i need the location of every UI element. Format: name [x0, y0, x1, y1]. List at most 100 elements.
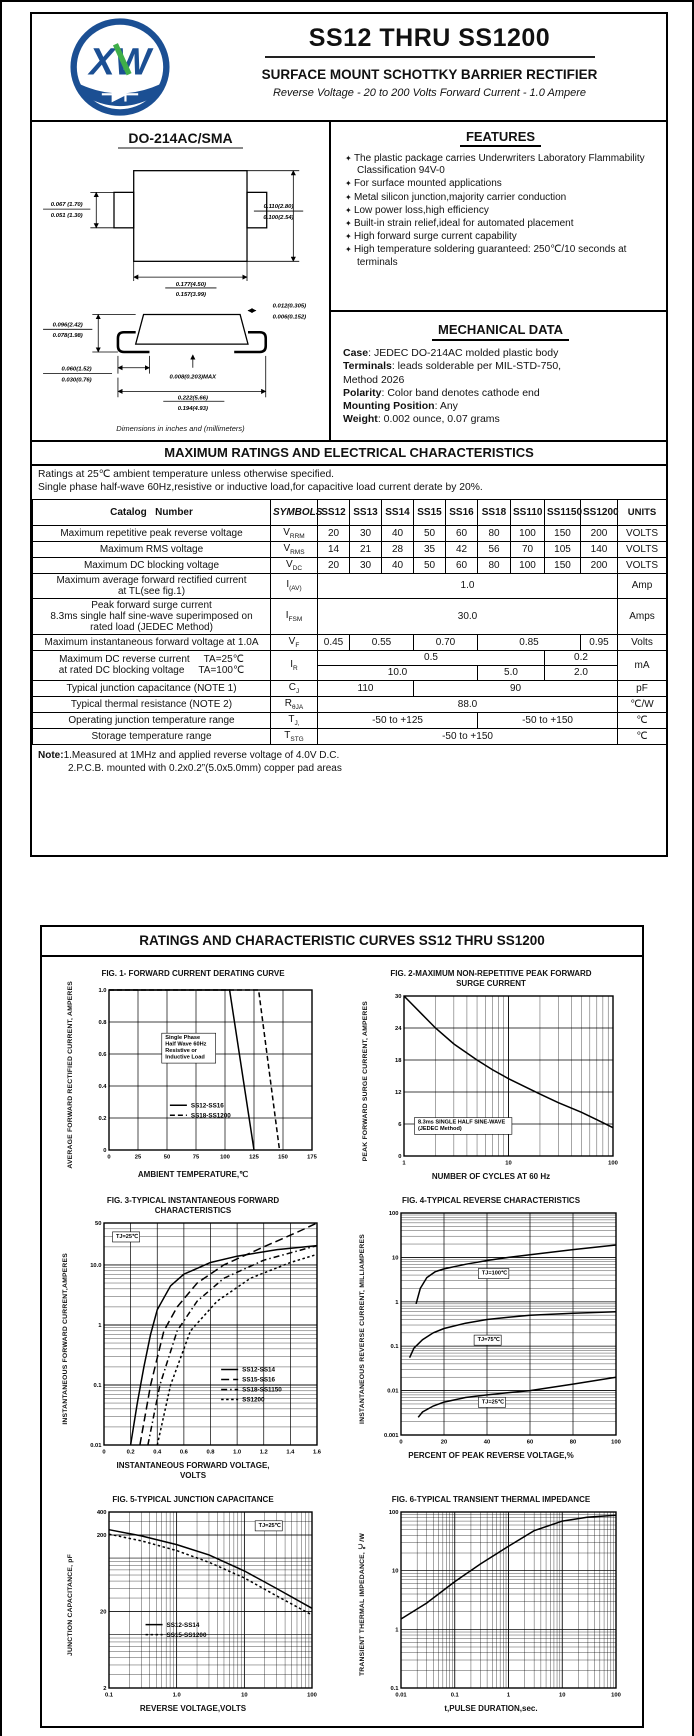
- y-tick-label: 200: [97, 1533, 107, 1539]
- feature-item: Metal silicon junction,majority carrier …: [345, 192, 658, 204]
- legend-label: SS12-SS14: [242, 1367, 275, 1374]
- company-logo: XW: [32, 14, 207, 120]
- annotation-text: Inductive Load: [165, 1055, 205, 1061]
- column-header-part: SS110: [510, 498, 545, 526]
- tagline: Reverse Voltage - 20 to 200 Volts Forwar…: [272, 87, 587, 99]
- fig1-plot: 0 25 50 75 100 125 150 175 0 0.2 0.4 0.6 0.8 1.0 Singl…: [98, 988, 317, 1161]
- ratings-table: Catalog Number SYMBOLS SS12 SS13 SS14 SS15 SS1…: [32, 498, 667, 745]
- value-cell: 20: [317, 556, 350, 574]
- row-units: mA: [617, 649, 667, 681]
- x-tick-label: 100: [608, 1161, 618, 1167]
- ratings-intro-line2: Single phase half-wave 60Hz,resistive or…: [38, 481, 483, 493]
- row-label: Maximum repetitive peak reverse voltage: [32, 524, 271, 542]
- x-tick-label: 125: [249, 1154, 259, 1160]
- annotation-text: Resistive or: [165, 1048, 198, 1054]
- x-tick-label: 20: [441, 1440, 447, 1446]
- y-tick-label: 0.01: [387, 1389, 399, 1395]
- figure-title: FIG. 4-TYPICAL REVERSE CHARACTERISTICS: [401, 1196, 581, 1205]
- features-heading: FEATURES: [459, 129, 542, 147]
- y-tick-label: 0.4: [98, 1084, 107, 1090]
- legend-label: SS12-SS16: [191, 1102, 224, 1109]
- fig3-plot: 0 0.2 0.4 0.6 0.8 1.0 1.2 1.4 1.6 0.01 0.1 1 10.0 50 T…: [90, 1221, 322, 1456]
- row-label: Typical junction capacitance (NOTE 1): [32, 679, 271, 697]
- curve-tj-25-: [417, 1376, 617, 1418]
- x-tick-label: 0: [399, 1440, 402, 1446]
- value-cell: 50: [413, 524, 446, 542]
- row-units: VOLTS: [617, 556, 667, 574]
- annotation-text: TJ=25℃: [259, 1522, 282, 1529]
- table-row: Maximum repetitive peak reverse voltage V…: [32, 524, 667, 542]
- row-units: ℃/W: [617, 695, 667, 713]
- row-symbol: TSTG: [270, 727, 318, 745]
- dim-side-height-min: 0.078(1.98): [52, 333, 82, 339]
- row-label: Maximum RMS voltage: [32, 540, 271, 558]
- y-tick-label: 400: [97, 1510, 107, 1516]
- annotation-text: 8.3ms SINGLE HALF SINE-WAVE: [418, 1120, 506, 1126]
- value-cell: 10.0: [317, 664, 478, 681]
- value-cell: 30: [349, 556, 382, 574]
- column-header-part: SS12: [317, 498, 350, 526]
- feature-item: The plastic package carries Underwriters…: [345, 153, 658, 177]
- row-symbol: RθJA: [270, 695, 318, 713]
- figure-x-axis-label: NUMBER OF CYCLES AT 60 Hz: [431, 1172, 551, 1181]
- x-tick-label: 100: [220, 1154, 230, 1160]
- feature-item: Built-in strain relief,ideal for automat…: [345, 218, 658, 230]
- y-tick-label: 0.8: [98, 1020, 107, 1026]
- row-symbol: VRRM: [270, 524, 318, 542]
- note-line2: 2.P.C.B. mounted with 0.2x0.2”(5.0x5.0mm…: [68, 763, 342, 775]
- y-tick-label: 10.0: [90, 1263, 101, 1269]
- datasheet-page-2: RATINGS AND CHARACTERISTIC CURVES SS12 T…: [40, 925, 644, 1728]
- package-outline-section: DO-214AC/SMA: [32, 122, 331, 440]
- value-cell: 105: [544, 540, 581, 558]
- row-label: Peak forward surge current 8.3ms single h…: [32, 597, 271, 635]
- value-cell: 14: [317, 540, 350, 558]
- value-cell: 0.2: [544, 649, 618, 666]
- row-units: pF: [617, 679, 667, 697]
- dim-standoff: 0.008(0.203)MAX: [169, 375, 217, 381]
- curve-ss15-ss1200: [108, 1533, 313, 1616]
- value-cell: 100: [510, 524, 545, 542]
- mechanical-heading: MECHANICAL DATA: [432, 322, 569, 342]
- value-cell: 40: [381, 556, 414, 574]
- value-cell: 70: [510, 540, 545, 558]
- curve-ss18-ss1150: [147, 1244, 318, 1446]
- y-tick-label: 12: [395, 1090, 401, 1096]
- value-cell: 30: [349, 524, 382, 542]
- x-tick-label: 0.4: [153, 1450, 162, 1456]
- figure-2-peak-forward-surge-current: FIG. 2-MAXIMUM NON-REPETITIVE PEAK FORWA…: [342, 969, 640, 1182]
- feature-item: High temperature soldering guaranteed: 2…: [345, 244, 658, 268]
- row-symbol: IR: [270, 649, 318, 681]
- features-list: The plastic package carries Underwriters…: [343, 153, 658, 269]
- mechanical-line: Weight: 0.002 ounce, 0.07 grams: [343, 412, 500, 425]
- value-cell: 42: [445, 540, 478, 558]
- y-tick-label: 24: [395, 1026, 402, 1032]
- fig4-plot: 0 20 40 60 80 100 0.001 0.01 0.1 1 10 100 TJ=100℃ TJ=…: [384, 1211, 621, 1446]
- row-units: Volts: [617, 633, 667, 651]
- feature-item: High forward surge current capability: [345, 231, 658, 243]
- diode-symbol-icon: [101, 86, 138, 103]
- row-units: VOLTS: [617, 540, 667, 558]
- curve-ss18-ss1200: [109, 989, 281, 1150]
- x-tick-label: 0.6: [180, 1450, 189, 1456]
- y-tick-label: 6: [398, 1122, 402, 1128]
- y-tick-label: 0.6: [98, 1052, 107, 1058]
- x-tick-label: 1: [507, 1693, 511, 1699]
- package-drawing: 0.067 (1.70) 0.051 (1.30) 0.110(2.80) 0.…: [42, 170, 306, 412]
- legend-label: SS15-SS1200: [167, 1632, 207, 1639]
- value-cell: 40: [381, 524, 414, 542]
- x-tick-label: 10: [505, 1161, 511, 1167]
- row-symbol: VDC: [270, 556, 318, 574]
- figure-5-junction-capacitance: FIG. 5-TYPICAL JUNCTION CAPACITANCE JUNCT…: [44, 1495, 342, 1714]
- value-cell: 60: [445, 556, 478, 574]
- x-tick-label: 100: [611, 1440, 621, 1446]
- table-notes: Note:1.Measured at 1MHz and applied reve…: [32, 745, 666, 780]
- value-cell: 56: [477, 540, 511, 558]
- value-cell: 110: [317, 679, 414, 697]
- value-cell: 150: [544, 524, 581, 542]
- x-tick-label: 1: [402, 1161, 406, 1167]
- y-tick-label: 1: [98, 1323, 102, 1329]
- column-header-part: SS15: [413, 498, 446, 526]
- dim-body-height-max: 0.110(2.80): [263, 204, 293, 210]
- table-row: Operating junction temperature range TJ, -…: [32, 711, 667, 729]
